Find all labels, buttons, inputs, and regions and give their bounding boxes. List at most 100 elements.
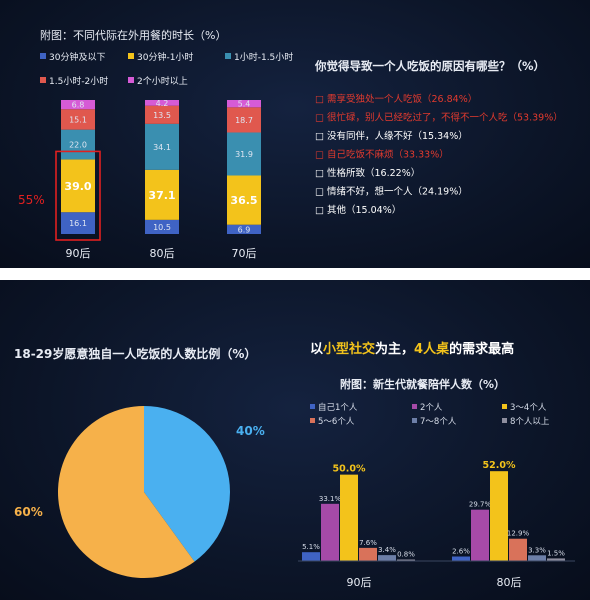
legend-swatch xyxy=(128,53,134,59)
bar-data-label: 7.6% xyxy=(359,539,377,547)
grouped-bar xyxy=(452,556,470,561)
pie-slice xyxy=(58,406,195,578)
segment-label: 16.1 xyxy=(69,219,87,228)
legend-label: 1小时-1.5小时 xyxy=(234,51,293,63)
headline-part: 小型社交 xyxy=(323,341,375,357)
legend-swatch xyxy=(412,404,417,409)
bar-data-label: 0.8% xyxy=(397,551,415,559)
stacked-bar-segment xyxy=(61,159,95,213)
legend-swatch xyxy=(40,77,46,83)
stacked-bar-segment xyxy=(145,105,179,124)
stacked-bar-segment xyxy=(227,107,261,133)
stacked-bar-segment xyxy=(61,129,95,160)
grouped-bar xyxy=(321,503,339,561)
grouped-bar xyxy=(340,474,358,561)
legend-swatch xyxy=(502,418,507,423)
bar-data-label: 5.1% xyxy=(302,543,320,551)
stacked-bar-segment xyxy=(61,100,95,110)
segment-label: 22.0 xyxy=(69,141,87,150)
segment-label: 31.9 xyxy=(235,150,253,159)
stacked-bar-segment xyxy=(145,219,179,234)
grouped-bar xyxy=(397,559,415,561)
legend-swatch xyxy=(502,404,507,409)
reason-item: □ 情绪不好，想一个人（24.19%） xyxy=(315,186,468,198)
segment-label: 37.1 xyxy=(148,189,175,202)
pie-title: 18-29岁愿意独自一人吃饭的人数比例（%） xyxy=(14,346,256,361)
legend-swatch xyxy=(412,418,417,423)
headline-part: 4人桌 xyxy=(414,341,450,357)
reason-item: □ 很忙碌，别人已经吃过了，不得不一个人吃（53.39%） xyxy=(315,112,563,124)
reasons-list: □ 需享受独处一个人吃饭（26.84%） □ 很忙碌，别人已经吃过了，不得不一个人… xyxy=(315,93,563,216)
stacked-chart-title: 附图：不同代际在外用餐的时长（%） xyxy=(40,28,226,42)
reasons-title: 你觉得导致一个人吃饭的原因有哪些？（%） xyxy=(314,59,545,73)
stacked-bar-segment xyxy=(145,169,179,220)
grouped-bar xyxy=(359,547,377,561)
highlight-box xyxy=(55,150,101,241)
reason-item: □ 没有同伴，人缘不好（15.34%） xyxy=(315,130,468,142)
companion-chart-title: 附图：新生代就餐陪伴人数（%） xyxy=(340,377,505,391)
top-panel: 附图：不同代际在外用餐的时长（%） 30分钟及以下 30分钟-1小时 1小时-1.5… xyxy=(0,0,590,268)
stacked-bar-segment xyxy=(61,109,95,130)
legend-swatch xyxy=(128,77,134,83)
segment-label: 5.4 xyxy=(238,100,251,109)
legend-swatch xyxy=(40,53,46,59)
stacked-bar-segment xyxy=(145,123,179,170)
bar-data-label: 3.4% xyxy=(378,546,396,554)
x-tick-label: 70后 xyxy=(232,247,257,260)
bar-data-label: 50.0% xyxy=(333,464,366,475)
segment-label: 18.7 xyxy=(235,116,253,125)
companion-chart-legend: 自己1个人 2个人 3～4个人 5～6个人 7～8个人 8个人以上 xyxy=(310,402,550,427)
stacked-bar-segment xyxy=(227,100,261,108)
bar-data-label: 29.7% xyxy=(469,501,492,509)
bar-data-label: 12.9% xyxy=(507,530,530,538)
x-tick-label: 90后 xyxy=(347,576,372,589)
legend-label: 5～6个人 xyxy=(318,417,355,427)
pie-slice xyxy=(144,406,231,562)
segment-label: 4.2 xyxy=(156,99,169,108)
stacked-chart-legend: 30分钟及以下 30分钟-1小时 1小时-1.5小时 1.5小时-2小时 2个小时以上 xyxy=(40,51,293,87)
bar-data-label: 3.3% xyxy=(528,546,546,554)
reason-item: □ 需享受独处一个人吃饭（26.84%） xyxy=(315,93,477,105)
stacked-bar-segment xyxy=(227,132,261,176)
reason-item: □ 性格所致（16.22%） xyxy=(315,167,420,179)
headline-part: 的需求最高 xyxy=(449,341,514,357)
legend-swatch xyxy=(310,418,315,423)
segment-label: 10.5 xyxy=(153,223,171,232)
segment-label: 6.9 xyxy=(238,225,251,234)
stacked-bar-segment xyxy=(61,212,95,234)
grouped-bar xyxy=(490,471,508,561)
legend-label: 自己1个人 xyxy=(318,402,358,413)
legend-label: 8个人以上 xyxy=(510,417,550,427)
bar-data-label: 1.5% xyxy=(547,549,565,557)
grouped-bar xyxy=(302,552,320,561)
segment-label: 39.0 xyxy=(64,180,91,193)
x-tick-label: 80后 xyxy=(497,576,522,589)
bottom-chart-svg: 18-29岁愿意独自一人吃饭的人数比例（%） 40% 60% 以小型社交为主，4人… xyxy=(14,341,575,589)
bottom-panel: 18-29岁愿意独自一人吃饭的人数比例（%） 40% 60% 以小型社交为主，4人… xyxy=(0,280,590,600)
pie-label: 60% xyxy=(14,505,43,519)
legend-label: 30分钟-1小时 xyxy=(137,51,193,63)
segment-label: 6.8 xyxy=(72,101,85,110)
segment-label: 13.5 xyxy=(153,111,171,120)
segment-label: 15.1 xyxy=(69,115,87,124)
grouped-bar xyxy=(528,555,546,561)
segment-label: 36.5 xyxy=(230,194,257,207)
legend-label: 2个小时以上 xyxy=(137,75,188,87)
stacked-bar-segment xyxy=(227,175,261,225)
segment-label: 34.1 xyxy=(153,143,171,152)
legend-label: 7～8个人 xyxy=(420,417,457,427)
stacked-chart-bars: 16.1 39.0 22.0 15.1 6.8 90后 10.5 37.1 34.1 13.5 4.… xyxy=(61,99,261,260)
legend-label: 30分钟及以下 xyxy=(49,51,105,63)
companion-chart-bars: 5.1% 33.1% 50.0% 7.6%3.4%0.8% 90后 2.6% 29.7% 52… xyxy=(298,460,575,589)
headline-part: 为主， xyxy=(375,341,414,357)
stacked-bar-segment xyxy=(227,224,261,234)
headline: 以小型社交为主，4人桌的需求最高 xyxy=(310,341,514,357)
pie-chart: 40% 60% xyxy=(14,406,265,578)
pie-label: 40% xyxy=(236,424,265,438)
x-tick-label: 80后 xyxy=(150,247,175,260)
legend-label: 3～4个人 xyxy=(510,403,547,413)
legend-swatch xyxy=(225,53,231,59)
headline-part: 以 xyxy=(310,342,323,357)
legend-label: 1.5小时-2小时 xyxy=(49,75,108,87)
bar-data-label: 2.6% xyxy=(452,548,470,556)
